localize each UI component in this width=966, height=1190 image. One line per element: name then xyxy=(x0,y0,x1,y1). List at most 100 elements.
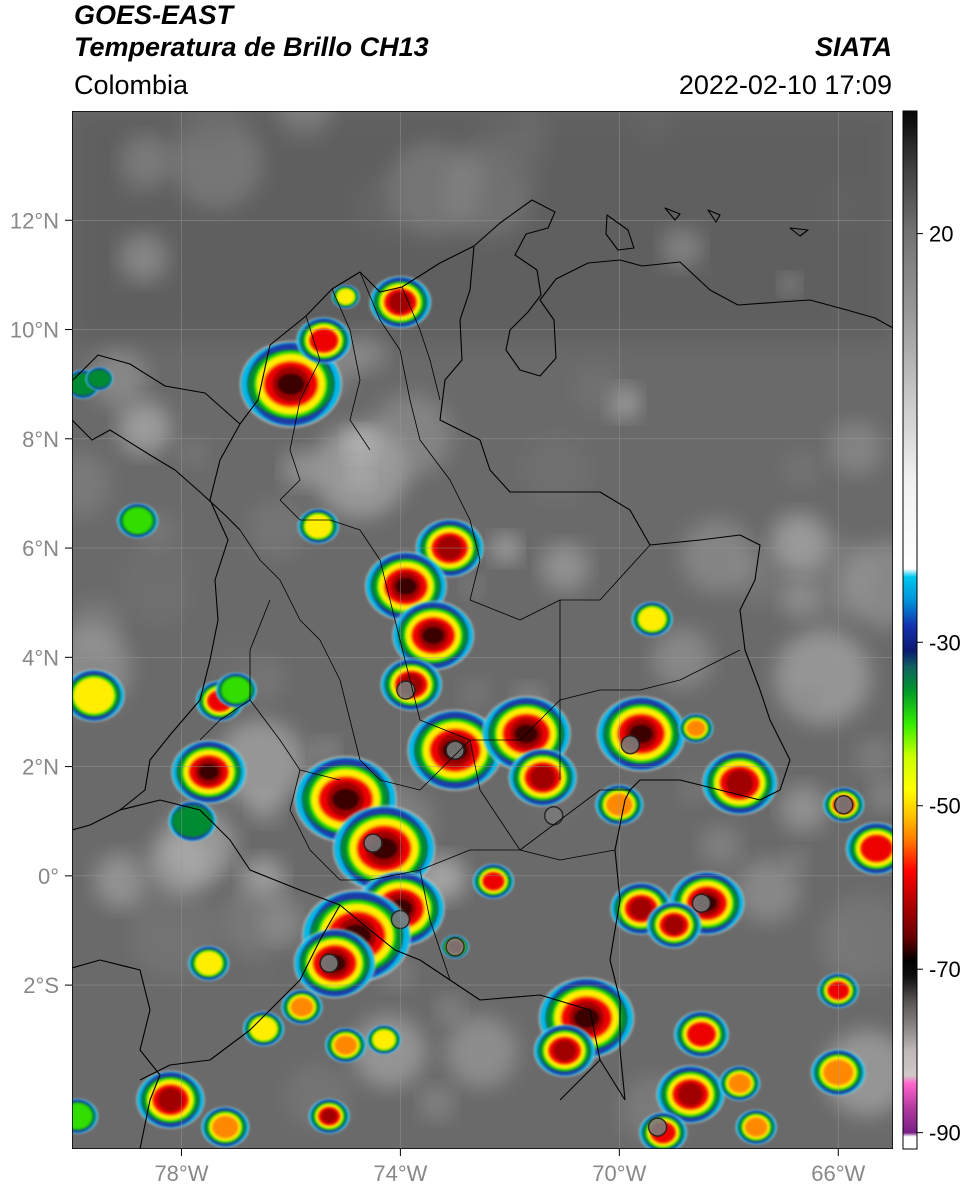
storm-cell xyxy=(168,800,217,842)
cloud-patch xyxy=(282,450,320,488)
latitude-tick-label: 12°N xyxy=(10,208,59,233)
latitude-tick-label: 0° xyxy=(38,864,59,889)
storm-cell xyxy=(596,696,686,772)
cold-cloud-top xyxy=(620,734,641,755)
department-boundaries xyxy=(199,271,741,981)
storm-cell xyxy=(508,748,577,807)
cloud-patch xyxy=(419,1085,454,1121)
cloud-patch xyxy=(435,995,465,1024)
cloud-patch xyxy=(118,542,196,621)
storm-cell xyxy=(72,1098,98,1134)
caribbean-sea-shade xyxy=(72,111,893,341)
longitude-tick-label: 70°W xyxy=(592,1161,646,1186)
cloud-patch xyxy=(819,894,893,986)
pacific-coastline xyxy=(72,423,241,831)
cloud-patch xyxy=(855,737,893,777)
cloud-patch xyxy=(788,535,874,621)
map-plot-area xyxy=(72,111,893,1149)
caribbean-coastline xyxy=(72,199,893,425)
cloud-patch xyxy=(220,884,293,957)
storm-cell xyxy=(631,601,673,637)
aruba-curacao-islands xyxy=(605,207,809,251)
panama-coast xyxy=(72,419,241,531)
longitude-tick-label: 66°W xyxy=(811,1161,865,1186)
storm-cell xyxy=(735,1109,777,1145)
cloud-patch xyxy=(829,421,883,475)
storm-cell xyxy=(678,713,714,743)
storm-cell xyxy=(533,1024,596,1077)
colombia-peru-border xyxy=(119,799,626,1101)
region-label: Colombia xyxy=(74,70,189,100)
storm-cell xyxy=(472,863,514,899)
latitude-tick-label: 2°S xyxy=(23,973,59,998)
cloud-patch xyxy=(779,784,827,833)
storm-cell xyxy=(702,751,778,815)
cloud-patch xyxy=(244,956,278,990)
cold-cloud-top xyxy=(396,680,416,700)
cloud-patch xyxy=(149,830,215,895)
colorbar: 20 -30 -50 -70 -90 xyxy=(902,110,961,1150)
storm-cell xyxy=(136,1070,205,1129)
storm-cell xyxy=(392,600,475,671)
storm-cell xyxy=(297,508,339,544)
cloud-patch xyxy=(784,848,809,873)
cloud-patch xyxy=(118,401,171,455)
cold-cloud-top xyxy=(445,740,465,760)
storm-cell xyxy=(366,1025,402,1055)
cloud-patch xyxy=(491,534,521,564)
latitude-tick-label: 10°N xyxy=(10,318,59,343)
axis-tick-labels: 78°W 74°W 70°W 66°W 12°N 10°N 8°N 6°N 4°N 2°N 0° 2°… xyxy=(10,208,866,1186)
satellite-title: GOES-EAST xyxy=(74,0,234,30)
latitude-tick-label: 8°N xyxy=(22,427,59,452)
cloud-patch xyxy=(445,1016,518,1088)
cold-cloud-top xyxy=(691,893,712,913)
cloud-patch xyxy=(652,628,713,689)
cloud-patch xyxy=(869,779,893,811)
colorbar-tick-label: 20 xyxy=(929,222,953,247)
storm-cell xyxy=(171,740,247,804)
storm-cell xyxy=(325,1027,367,1063)
agency-label: SIATA xyxy=(815,32,892,62)
storm-cell xyxy=(215,672,257,708)
storm-cell xyxy=(72,669,125,722)
cloud-patch xyxy=(72,600,123,654)
cloud-patch xyxy=(792,687,820,715)
storm-cell xyxy=(296,317,352,364)
latitude-tick-label: 2°N xyxy=(22,755,59,780)
ecuador-coast xyxy=(72,959,161,1149)
colorbar-scale xyxy=(902,110,918,1150)
cold-cloud-top xyxy=(833,795,854,815)
timestamp-label: 2022-02-10 17:09 xyxy=(678,70,892,100)
storm-cell xyxy=(308,1098,350,1134)
colombia-venezuela-border xyxy=(439,245,791,761)
cloud-patch xyxy=(573,365,621,413)
cloud-patch xyxy=(248,498,308,558)
latitude-tick-label: 4°N xyxy=(22,645,59,670)
gridlines xyxy=(72,111,893,1149)
cloud-patch xyxy=(178,438,208,467)
storm-cell xyxy=(117,503,159,539)
longitude-tick-label: 74°W xyxy=(373,1161,427,1186)
cloud-patch xyxy=(700,825,742,867)
cloud-patch xyxy=(313,737,339,763)
cloud-patch xyxy=(781,449,821,488)
colorbar-tick-label: -30 xyxy=(929,630,961,655)
cold-cloud-top xyxy=(445,937,465,957)
storm-cell xyxy=(810,1049,866,1096)
storm-cell xyxy=(845,822,893,875)
cold-cloud-top xyxy=(647,1117,668,1137)
latitude-tick-label: 6°N xyxy=(22,536,59,561)
product-title: Temperatura de Brillo CH13 xyxy=(74,32,429,62)
cloud-patch xyxy=(736,858,801,923)
ecuador-peru-border xyxy=(139,904,341,1081)
peru-brazil-border xyxy=(559,1059,601,1101)
cloud-patch xyxy=(680,519,755,593)
storm-cell xyxy=(719,1066,761,1101)
convective-storms-layer xyxy=(72,276,893,1149)
cloud-patch xyxy=(460,678,489,708)
storm-cell xyxy=(332,285,360,309)
cloud-patch xyxy=(72,452,111,517)
storm-cell xyxy=(201,1106,250,1148)
political-borders xyxy=(72,199,893,1149)
